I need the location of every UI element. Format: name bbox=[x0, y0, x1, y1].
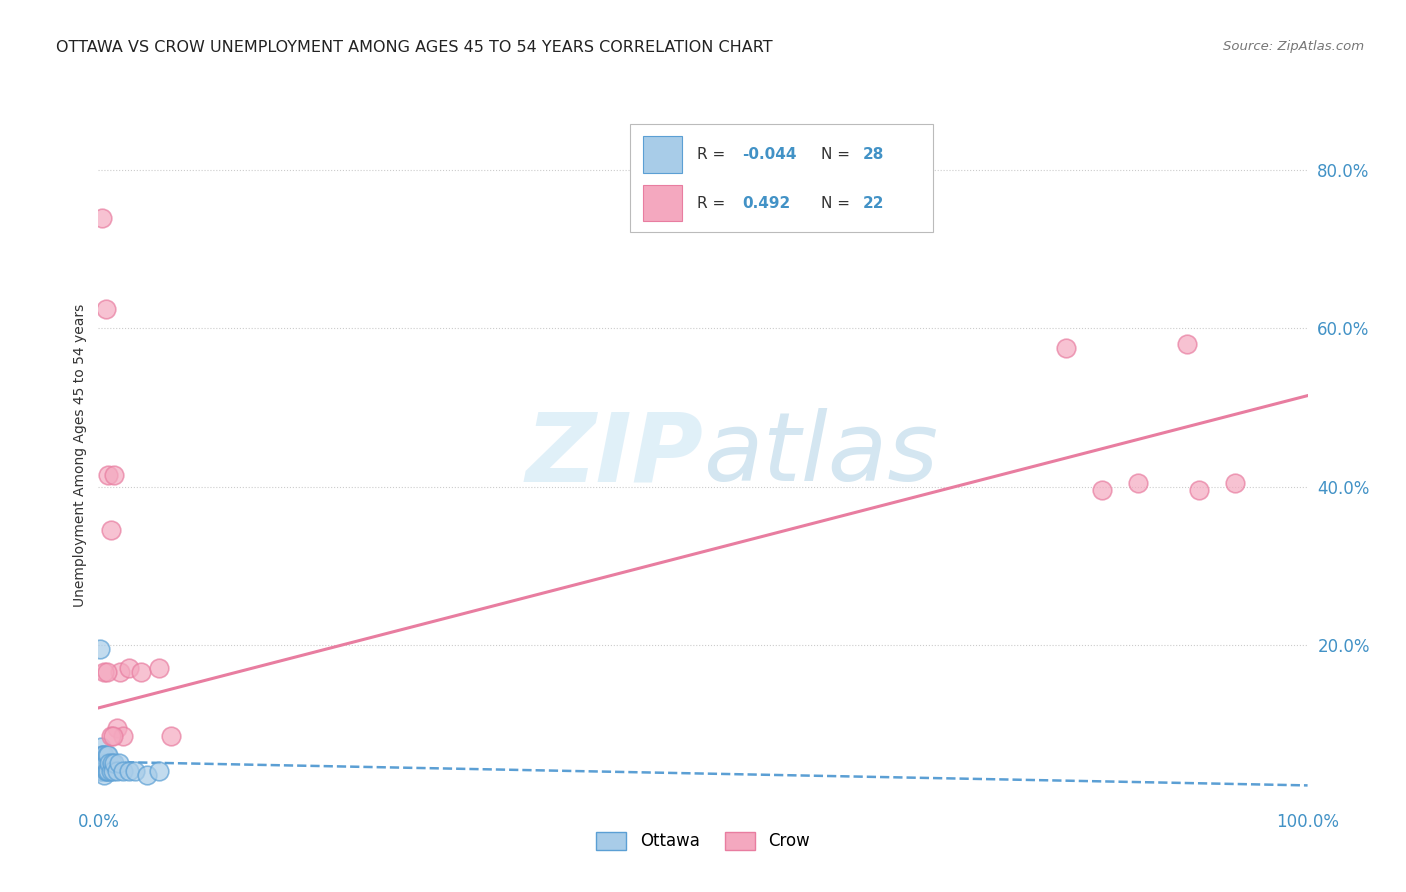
Point bbox=[1223, 475, 1246, 490]
Point bbox=[111, 764, 134, 779]
Text: Source: ZipAtlas.com: Source: ZipAtlas.com bbox=[1223, 40, 1364, 54]
Point bbox=[91, 211, 114, 225]
Point bbox=[1188, 483, 1211, 498]
Y-axis label: Unemployment Among Ages 45 to 54 years: Unemployment Among Ages 45 to 54 years bbox=[73, 303, 87, 607]
Point bbox=[97, 467, 120, 482]
Point bbox=[100, 756, 122, 771]
Text: 22: 22 bbox=[863, 195, 884, 211]
Point bbox=[91, 748, 114, 763]
Bar bbox=[643, 136, 682, 173]
Point bbox=[90, 740, 112, 755]
Point bbox=[91, 764, 114, 779]
Point bbox=[100, 764, 122, 779]
Text: -0.044: -0.044 bbox=[742, 147, 797, 162]
Point bbox=[135, 768, 157, 782]
Point bbox=[93, 768, 115, 782]
Bar bbox=[643, 185, 682, 221]
Point bbox=[98, 756, 121, 771]
Text: 0.492: 0.492 bbox=[742, 195, 790, 211]
Text: 28: 28 bbox=[863, 147, 884, 162]
Point bbox=[124, 764, 146, 779]
Point bbox=[160, 729, 183, 743]
Point bbox=[96, 748, 118, 763]
Point bbox=[91, 764, 114, 779]
Text: R =: R = bbox=[697, 195, 730, 211]
Point bbox=[108, 665, 131, 680]
Point bbox=[100, 523, 122, 537]
Point bbox=[1054, 341, 1077, 355]
Point bbox=[94, 756, 117, 771]
Point bbox=[1091, 483, 1114, 498]
Point bbox=[94, 301, 117, 316]
Point bbox=[129, 665, 152, 680]
Point bbox=[103, 467, 125, 482]
FancyBboxPatch shape bbox=[630, 125, 932, 232]
Point bbox=[97, 764, 120, 779]
Point bbox=[100, 729, 122, 743]
Text: ZIP: ZIP bbox=[524, 409, 703, 501]
Point bbox=[101, 764, 124, 779]
Point bbox=[148, 764, 170, 779]
Text: N =: N = bbox=[821, 147, 855, 162]
Text: OTTAWA VS CROW UNEMPLOYMENT AMONG AGES 45 TO 54 YEARS CORRELATION CHART: OTTAWA VS CROW UNEMPLOYMENT AMONG AGES 4… bbox=[56, 40, 773, 55]
Text: N =: N = bbox=[821, 195, 855, 211]
Point bbox=[118, 764, 141, 779]
Point bbox=[93, 748, 115, 763]
Text: R =: R = bbox=[697, 147, 730, 162]
Point bbox=[89, 641, 111, 656]
Point bbox=[93, 665, 115, 680]
Point bbox=[118, 661, 141, 675]
Point bbox=[96, 665, 118, 680]
Text: atlas: atlas bbox=[703, 409, 938, 501]
Point bbox=[94, 764, 117, 779]
Point bbox=[1175, 337, 1198, 351]
Point bbox=[89, 764, 111, 779]
Point bbox=[105, 721, 128, 735]
Point bbox=[101, 729, 124, 743]
Point bbox=[97, 748, 120, 763]
Point bbox=[91, 748, 114, 763]
Point bbox=[111, 729, 134, 743]
Point bbox=[105, 764, 128, 779]
Point bbox=[90, 756, 112, 771]
Point bbox=[108, 756, 131, 771]
Point bbox=[148, 661, 170, 675]
Point bbox=[96, 764, 118, 779]
Point bbox=[103, 756, 125, 771]
Legend: Ottawa, Crow: Ottawa, Crow bbox=[589, 825, 817, 857]
Point bbox=[1128, 475, 1150, 490]
